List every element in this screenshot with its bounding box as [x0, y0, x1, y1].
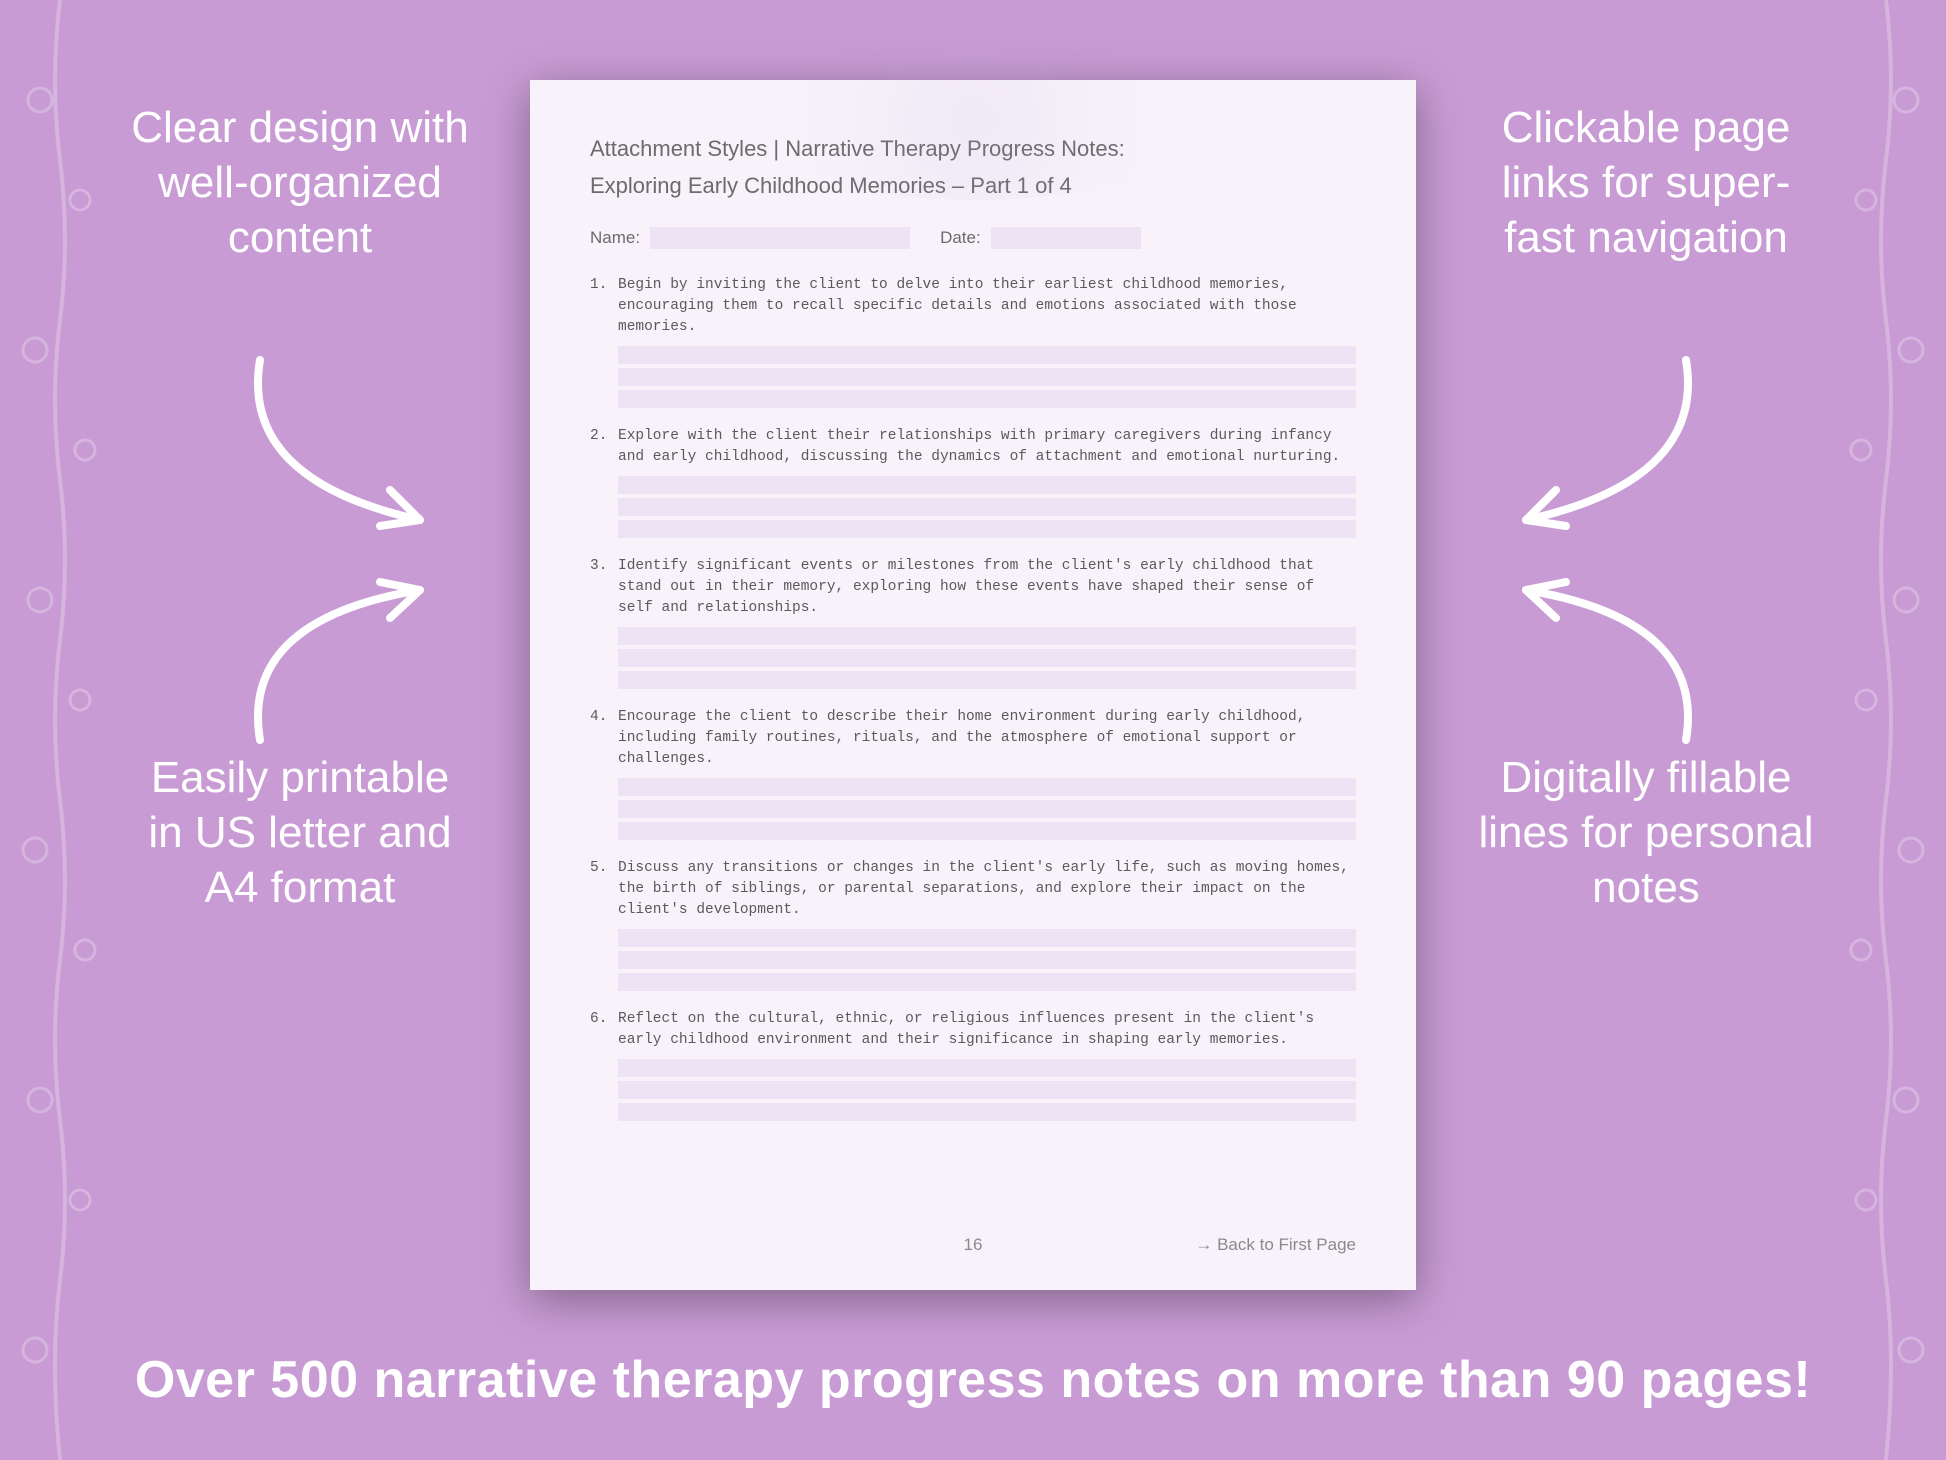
page-number: 16: [964, 1235, 983, 1255]
fill-lines: [618, 929, 1356, 991]
item-text: Reflect on the cultural, ethnic, or reli…: [618, 1009, 1356, 1051]
item-number: 3.: [590, 556, 612, 619]
fill-line[interactable]: [618, 520, 1356, 538]
item-text: Begin by inviting the client to delve in…: [618, 275, 1356, 338]
fill-line[interactable]: [618, 390, 1356, 408]
item-number: 6.: [590, 1009, 612, 1051]
fill-line[interactable]: [618, 1059, 1356, 1077]
callout-top-left: Clear design with well-organized content: [130, 100, 470, 265]
fill-line[interactable]: [618, 346, 1356, 364]
fill-lines: [618, 476, 1356, 538]
item-text: Encourage the client to describe their h…: [618, 707, 1356, 770]
arrow-bottom-right-icon: [1466, 560, 1726, 760]
item-number: 5.: [590, 858, 612, 921]
decorative-vine-right: [1826, 0, 1946, 1460]
callout-top-right: Clickable page links for super-fast navi…: [1476, 100, 1816, 265]
page-title-line1: Attachment Styles | Narrative Therapy Pr…: [590, 130, 1356, 167]
item-number: 4.: [590, 707, 612, 770]
date-input[interactable]: [991, 227, 1141, 249]
date-field: Date:: [940, 227, 1141, 249]
fill-line[interactable]: [618, 1103, 1356, 1121]
callout-bottom-left: Easily printable in US letter and A4 for…: [130, 750, 470, 915]
prompt-item: 4.Encourage the client to describe their…: [590, 707, 1356, 840]
item-number: 2.: [590, 426, 612, 468]
page-header: Attachment Styles | Narrative Therapy Pr…: [590, 130, 1356, 205]
document-page: Attachment Styles | Narrative Therapy Pr…: [530, 80, 1416, 1290]
fill-line[interactable]: [618, 951, 1356, 969]
bottom-banner: Over 500 narrative therapy progress note…: [0, 1350, 1946, 1410]
fill-line[interactable]: [618, 649, 1356, 667]
prompt-item: 6.Reflect on the cultural, ethnic, or re…: [590, 1009, 1356, 1121]
arrow-bottom-left-icon: [220, 560, 480, 760]
item-number: 1.: [590, 275, 612, 338]
name-field: Name:: [590, 227, 910, 249]
fill-line[interactable]: [618, 671, 1356, 689]
page-title-line2: Exploring Early Childhood Memories – Par…: [590, 167, 1356, 204]
prompt-item: 2.Explore with the client their relation…: [590, 426, 1356, 538]
arrow-top-right-icon: [1466, 340, 1726, 560]
fill-line[interactable]: [618, 973, 1356, 991]
date-label: Date:: [940, 228, 981, 248]
fill-lines: [618, 627, 1356, 689]
prompt-item: 1.Begin by inviting the client to delve …: [590, 275, 1356, 408]
meta-row: Name: Date:: [590, 227, 1356, 249]
prompt-item: 5.Discuss any transitions or changes in …: [590, 858, 1356, 991]
arrow-top-left-icon: [220, 340, 480, 560]
fill-line[interactable]: [618, 800, 1356, 818]
fill-lines: [618, 346, 1356, 408]
name-label: Name:: [590, 228, 640, 248]
back-to-first-link[interactable]: → Back to First Page: [1195, 1235, 1356, 1255]
fill-line[interactable]: [618, 368, 1356, 386]
fill-line[interactable]: [618, 627, 1356, 645]
name-input[interactable]: [650, 227, 910, 249]
fill-line[interactable]: [618, 929, 1356, 947]
fill-line[interactable]: [618, 476, 1356, 494]
item-text: Discuss any transitions or changes in th…: [618, 858, 1356, 921]
decorative-vine-left: [0, 0, 120, 1460]
fill-lines: [618, 1059, 1356, 1121]
fill-line[interactable]: [618, 822, 1356, 840]
fill-line[interactable]: [618, 1081, 1356, 1099]
prompt-item: 3.Identify significant events or milesto…: [590, 556, 1356, 689]
items-list: 1.Begin by inviting the client to delve …: [590, 275, 1356, 1121]
fill-line[interactable]: [618, 778, 1356, 796]
item-text: Identify significant events or milestone…: [618, 556, 1356, 619]
item-text: Explore with the client their relationsh…: [618, 426, 1356, 468]
page-footer: 16 → Back to First Page: [590, 1235, 1356, 1255]
fill-line[interactable]: [618, 498, 1356, 516]
fill-lines: [618, 778, 1356, 840]
callout-bottom-right: Digitally fillable lines for personal no…: [1476, 750, 1816, 915]
